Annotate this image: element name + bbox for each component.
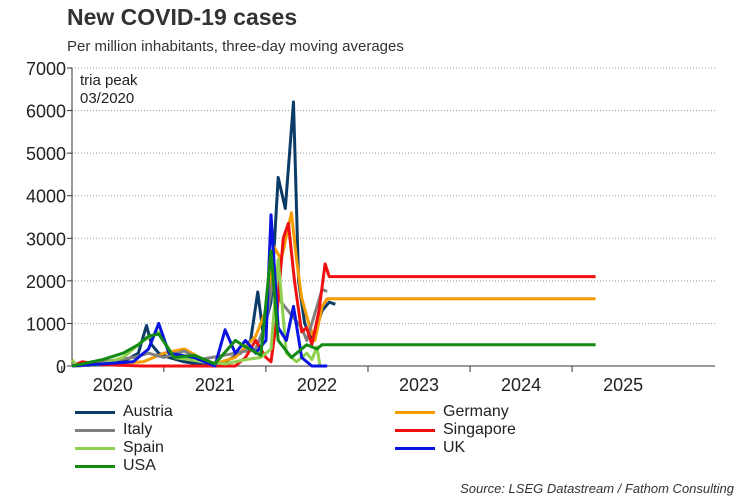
y-tick-label: 1000	[26, 314, 66, 334]
legend-label: Singapore	[443, 421, 516, 438]
legend-item-spain: Spain	[75, 439, 395, 457]
y-tick-label: 2000	[26, 272, 66, 292]
legend-swatch	[75, 446, 115, 450]
y-tick-label: 3000	[26, 229, 66, 249]
legend-item-germany: Germany	[395, 403, 635, 421]
legend-item-italy: Italy	[75, 421, 395, 439]
legend-item-austria: Austria	[75, 403, 395, 421]
series-line-spain	[70, 258, 322, 368]
x-tick-label: 2022	[297, 375, 337, 395]
legend-label: Italy	[123, 421, 153, 438]
y-tick-label: 7000	[26, 59, 66, 79]
legend-label: Spain	[123, 439, 164, 456]
x-tick-label: 2025	[603, 375, 643, 395]
legend: Austria Germany Italy Singapore Spain UK USA	[75, 403, 635, 475]
x-tick-label: 2024	[501, 375, 541, 395]
legend-label: Austria	[123, 403, 173, 420]
legend-label: UK	[443, 439, 466, 456]
legend-swatch	[75, 410, 115, 414]
legend-swatch	[75, 428, 115, 432]
legend-item-usa: USA	[75, 457, 395, 475]
chart-area: 0 1000 2000 3000 4000 5000 6000 7000 2020 2021 202…	[26, 59, 715, 395]
y-tick-label: 0	[56, 357, 66, 377]
legend-label: Germany	[443, 403, 509, 420]
legend-item-uk: UK	[395, 439, 635, 457]
chart-subtitle: Per million inhabitants, three-day movin…	[67, 38, 404, 55]
legend-item-singapore: Singapore	[395, 421, 635, 439]
source-note: Source: LSEG Datastream / Fathom Consult…	[460, 481, 734, 496]
annotation-line-1: tria peak	[80, 72, 138, 90]
x-tick-label: 2021	[195, 375, 235, 395]
annotation-line-2: 03/2020	[80, 90, 135, 108]
legend-swatch	[395, 410, 435, 414]
legend-swatch	[395, 446, 435, 450]
series-line-italy	[71, 270, 328, 368]
y-tick-label: 6000	[26, 102, 66, 122]
x-tick-label: 2020	[93, 375, 133, 395]
legend-swatch	[395, 428, 435, 432]
y-tick-label: 5000	[26, 144, 66, 164]
chart-title: New COVID-19 cases	[67, 4, 298, 30]
y-tick-label: 4000	[26, 187, 66, 207]
legend-label: USA	[123, 457, 156, 474]
series-line-usa	[71, 249, 596, 368]
legend-swatch	[75, 464, 115, 468]
series-line-uk	[71, 213, 328, 368]
x-tick-label: 2023	[399, 375, 439, 395]
